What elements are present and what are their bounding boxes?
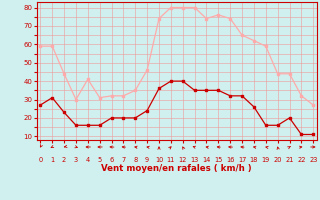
X-axis label: Vent moyen/en rafales ( km/h ): Vent moyen/en rafales ( km/h ) [101,164,252,173]
